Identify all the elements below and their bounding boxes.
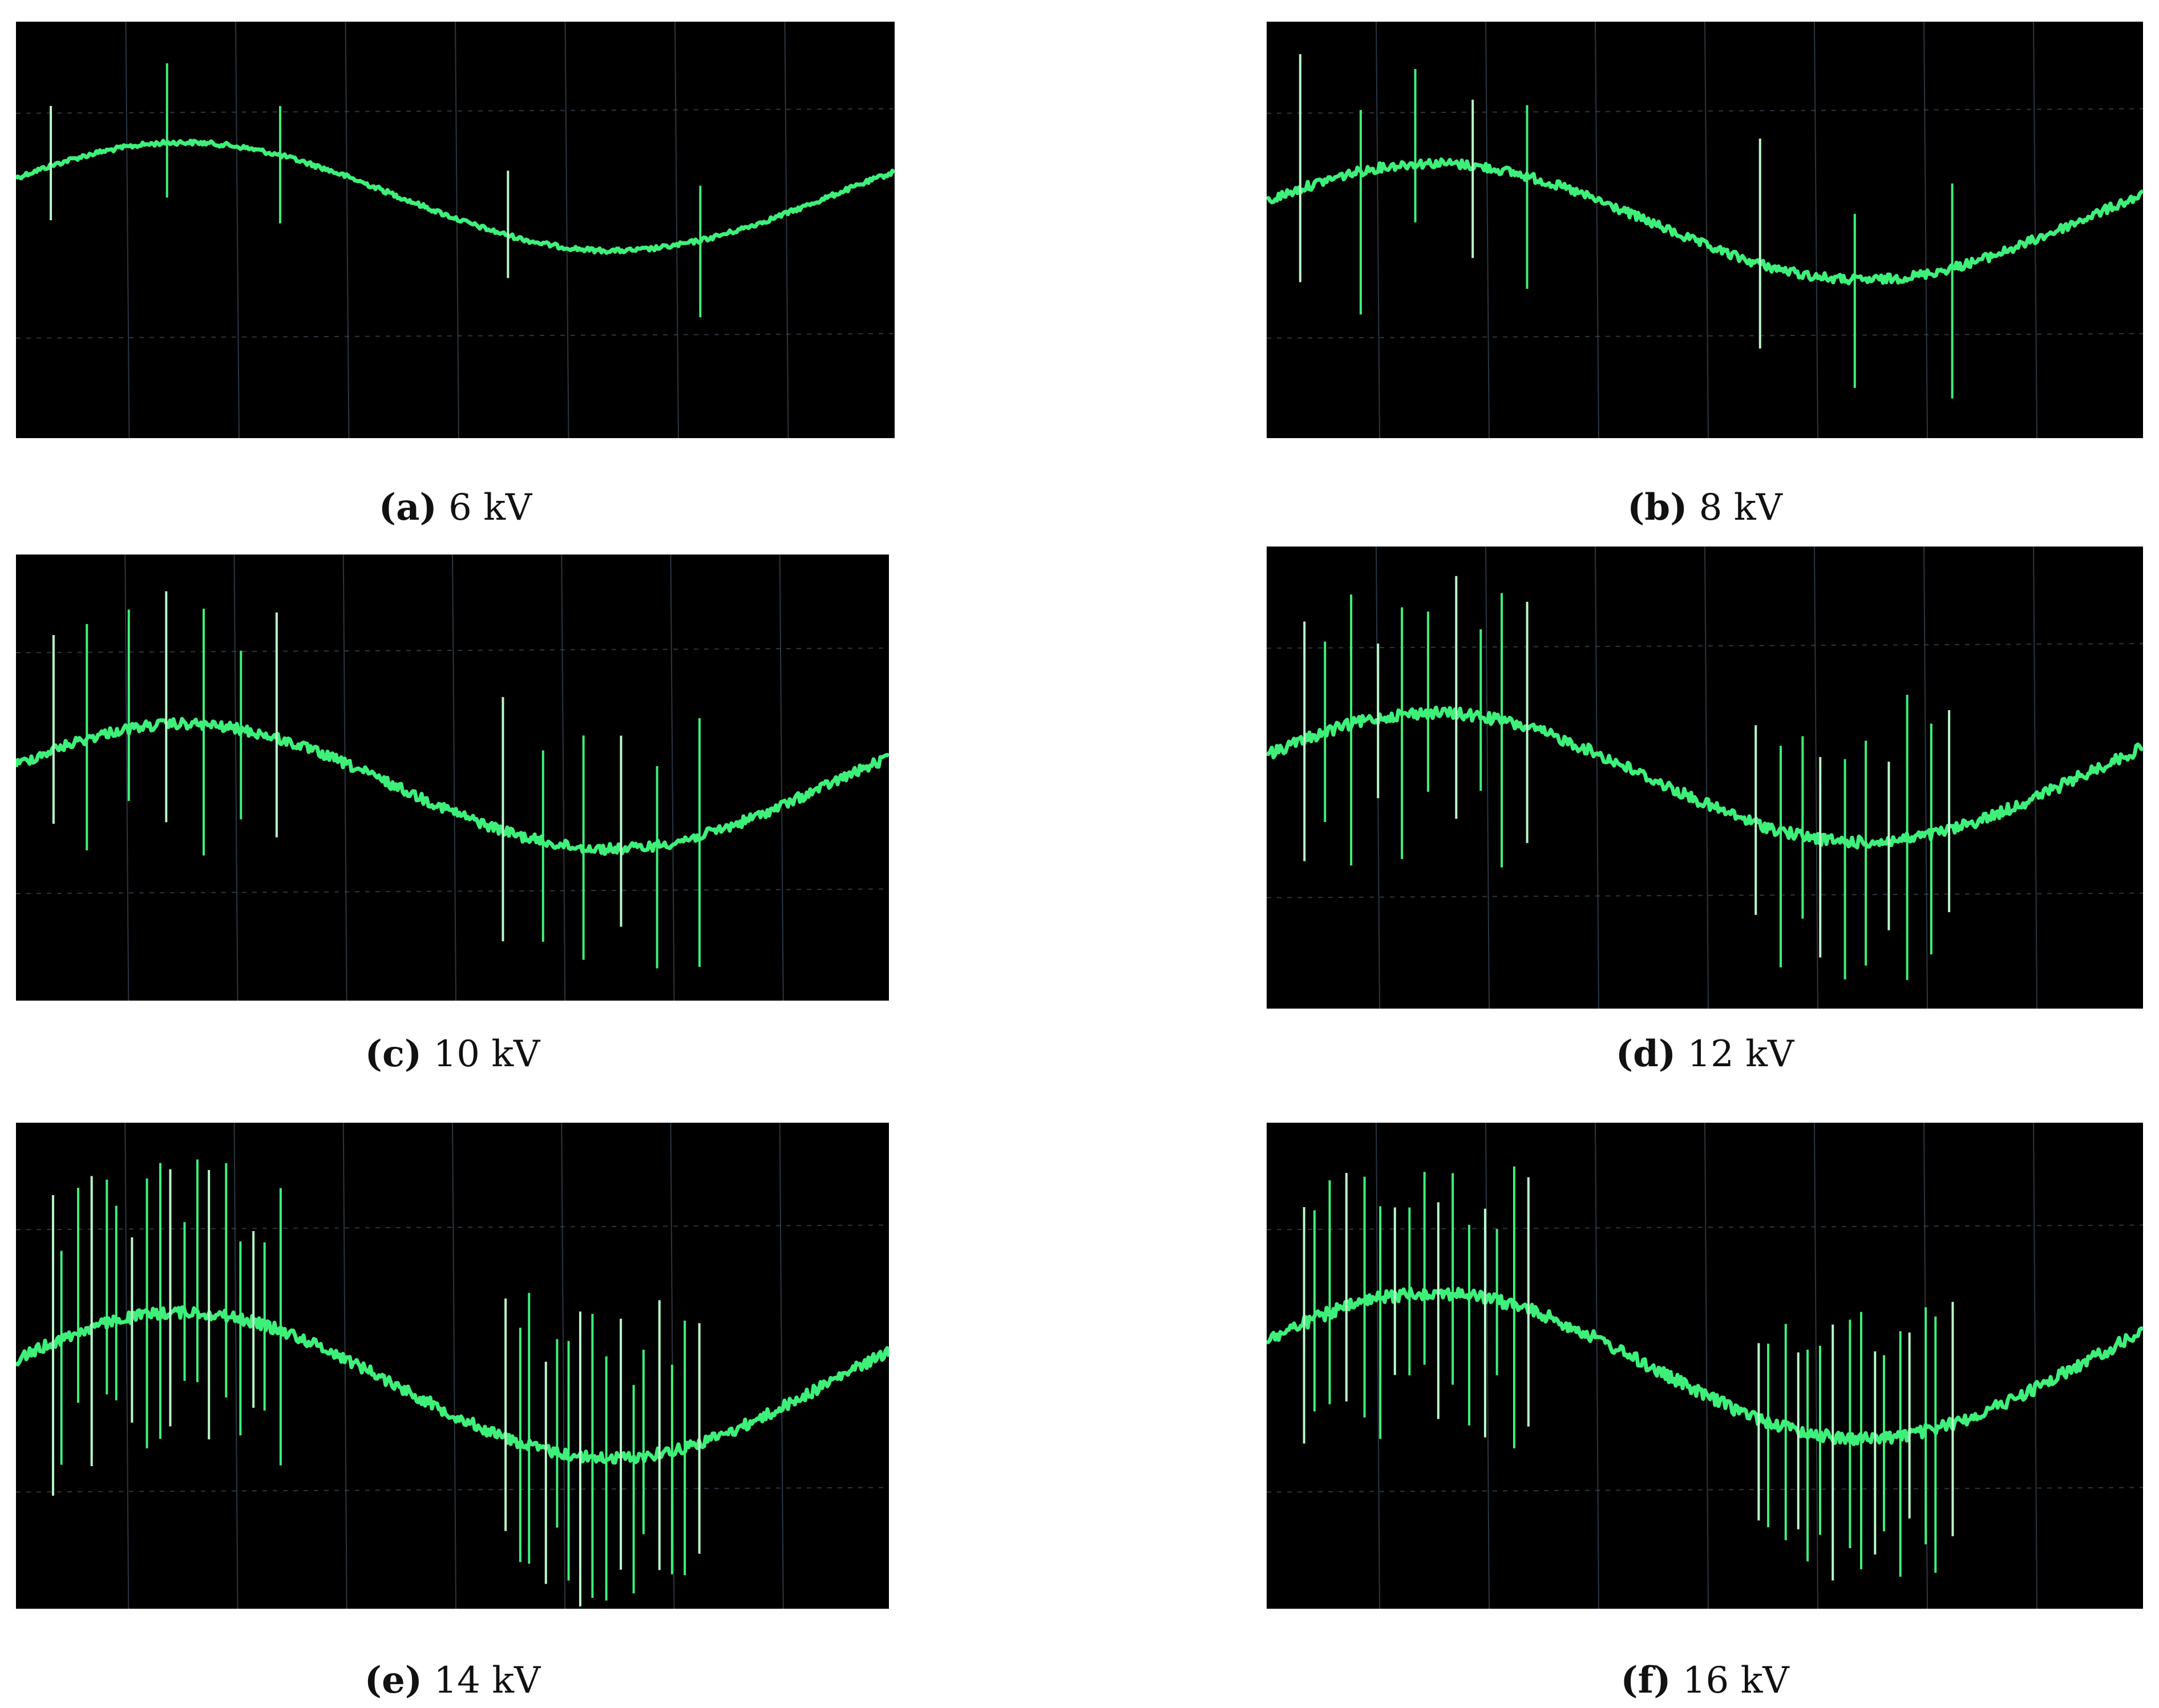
grid-line-h bbox=[1267, 108, 2143, 114]
oscilloscope-panel-e bbox=[16, 1123, 889, 1609]
oscilloscope-panel-a bbox=[16, 22, 895, 438]
caption-f-letter: (f) bbox=[1620, 1659, 1671, 1702]
grid-d bbox=[1267, 547, 2143, 1009]
grid-line-v bbox=[455, 22, 459, 438]
grid-line-h bbox=[1267, 333, 2143, 339]
sine-trace bbox=[16, 1305, 889, 1465]
grid-line-v bbox=[342, 1123, 347, 1609]
grid-line-v bbox=[342, 555, 347, 1001]
oscilloscope-panel-f bbox=[1267, 1123, 2143, 1609]
caption-e-letter: (e) bbox=[364, 1659, 423, 1702]
caption-a-letter: (a) bbox=[378, 486, 437, 529]
grid-a bbox=[16, 22, 895, 438]
caption-d-voltage: 12 kV bbox=[1687, 1033, 1794, 1075]
caption-c: (c) 10 kV bbox=[16, 1031, 889, 1077]
grid-line-v bbox=[1923, 22, 1928, 438]
grid-line-v bbox=[674, 22, 679, 438]
grid-line-v bbox=[124, 555, 130, 1001]
grid-line-v bbox=[1704, 22, 1709, 438]
caption-e-voltage: 14 kV bbox=[434, 1660, 541, 1702]
grid-b bbox=[1267, 22, 2143, 438]
grid-line-v bbox=[1485, 1123, 1490, 1609]
grid-line-v bbox=[345, 22, 350, 438]
oscilloscope-trace-a bbox=[16, 22, 895, 438]
grid-line-v bbox=[125, 22, 130, 438]
oscilloscope-trace-e bbox=[16, 1123, 889, 1609]
grid-line-v bbox=[2033, 547, 2037, 1009]
grid-line-v bbox=[1704, 547, 1709, 1009]
caption-c-voltage: 10 kV bbox=[433, 1033, 540, 1075]
grid-line-v bbox=[1595, 22, 1599, 438]
grid-line-v bbox=[1376, 22, 1380, 438]
grid-line-v bbox=[1485, 547, 1490, 1009]
grid-line-v bbox=[1814, 547, 1818, 1009]
grid-line-v bbox=[561, 1123, 566, 1609]
grid-line-v bbox=[1814, 22, 1818, 438]
grid-line-h bbox=[1267, 643, 2143, 649]
caption-d-letter: (d) bbox=[1615, 1033, 1676, 1075]
grid-line-v bbox=[1595, 547, 1599, 1009]
grid-line-h bbox=[1267, 892, 2143, 898]
grid-line-h bbox=[1267, 1487, 2143, 1493]
sine-trace bbox=[16, 717, 889, 856]
grid-line-h bbox=[16, 108, 895, 114]
sine-trace bbox=[1267, 705, 2143, 849]
caption-f-voltage: 16 kV bbox=[1682, 1660, 1789, 1702]
sine-trace bbox=[16, 139, 895, 255]
caption-b: (b) 8 kV bbox=[1267, 485, 2143, 531]
sine-trace bbox=[1267, 1286, 2143, 1447]
grid-line-h bbox=[16, 1487, 889, 1493]
oscilloscope-trace-c bbox=[16, 555, 889, 1001]
oscilloscope-trace-f bbox=[1267, 1123, 2143, 1609]
grid-line-v bbox=[1376, 1123, 1380, 1609]
grid-line-v bbox=[1485, 22, 1490, 438]
caption-a-voltage: 6 kV bbox=[448, 487, 532, 529]
grid-line-v bbox=[452, 1123, 456, 1609]
caption-c-letter: (c) bbox=[365, 1033, 422, 1075]
oscilloscope-trace-b bbox=[1267, 22, 2143, 438]
grid-line-v bbox=[233, 555, 238, 1001]
grid-line-h bbox=[1267, 1224, 2143, 1231]
grid-f bbox=[1267, 1123, 2143, 1609]
grid-line-v bbox=[670, 555, 675, 1001]
oscilloscope-trace-d bbox=[1267, 547, 2143, 1009]
grid-line-v bbox=[452, 555, 456, 1001]
oscilloscope-panel-b bbox=[1267, 22, 2143, 438]
grid-line-h bbox=[16, 333, 895, 339]
oscilloscope-panel-d bbox=[1267, 547, 2143, 1009]
caption-e: (e) 14 kV bbox=[16, 1658, 889, 1703]
sine-trace bbox=[1267, 157, 2143, 286]
grid-line-h bbox=[16, 1224, 889, 1231]
grid-line-v bbox=[1704, 1123, 1709, 1609]
oscilloscope-panel-c bbox=[16, 555, 889, 1001]
caption-b-letter: (b) bbox=[1627, 486, 1688, 529]
grid-line-v bbox=[784, 22, 789, 438]
grid-line-v bbox=[233, 1123, 238, 1609]
caption-b-voltage: 8 kV bbox=[1699, 487, 1782, 529]
caption-d: (d) 12 kV bbox=[1267, 1031, 2143, 1077]
grid-line-v bbox=[561, 555, 566, 1001]
grid-line-v bbox=[1814, 1123, 1818, 1609]
grid-line-h bbox=[16, 647, 889, 654]
grid-line-v bbox=[779, 1123, 784, 1609]
grid-line-v bbox=[235, 22, 240, 438]
grid-line-h bbox=[16, 888, 889, 895]
grid-line-v bbox=[124, 1123, 130, 1609]
grid-line-v bbox=[1923, 547, 1928, 1009]
grid-line-v bbox=[1595, 1123, 1599, 1609]
grid-c bbox=[16, 555, 889, 1001]
grid-line-v bbox=[779, 555, 784, 1001]
grid-line-v bbox=[2033, 22, 2037, 438]
caption-a: (a) 6 kV bbox=[16, 485, 895, 531]
grid-line-v bbox=[2033, 1123, 2037, 1609]
caption-f: (f) 16 kV bbox=[1267, 1658, 2143, 1703]
grid-line-v bbox=[564, 22, 569, 438]
